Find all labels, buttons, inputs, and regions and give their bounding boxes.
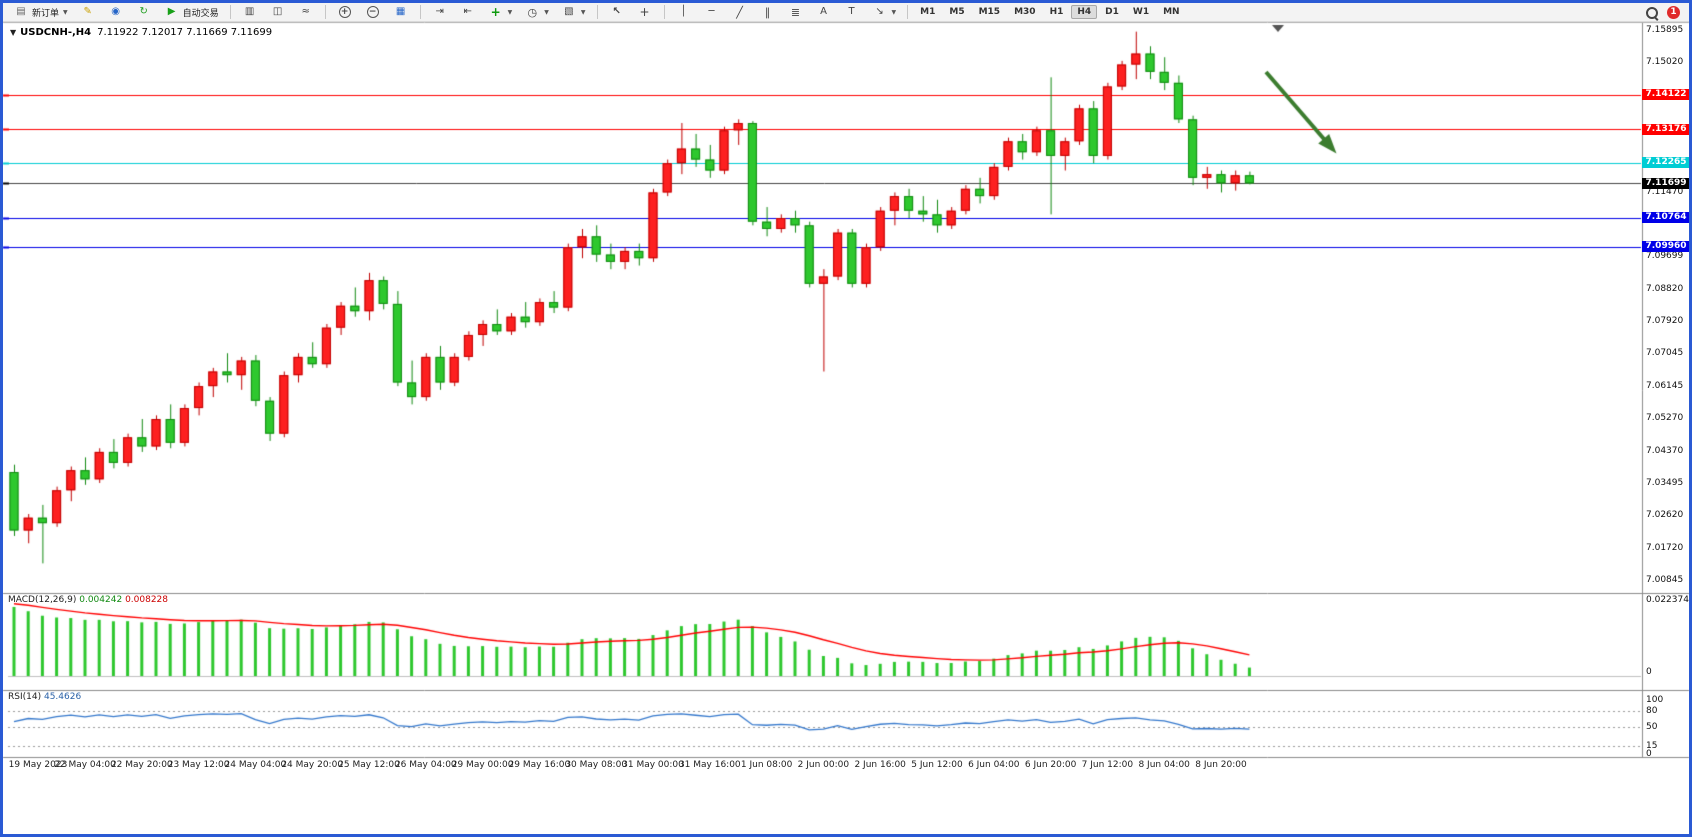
cursor-button[interactable]: ↖ <box>604 3 630 22</box>
chevron-down-icon: ▼ <box>580 8 586 16</box>
timeframe-m30-button[interactable]: M30 <box>1014 7 1036 17</box>
channel-button[interactable]: ∥ <box>755 3 781 22</box>
new-order-button[interactable]: ▤ 新订单 ▼ <box>8 3 73 22</box>
market-watch-button[interactable]: ◉ <box>103 3 129 22</box>
search-icon[interactable] <box>1644 5 1660 20</box>
chart-shift-icon: ⇤ <box>463 6 472 17</box>
line-chart-icon: ≈ <box>301 6 310 17</box>
fibonacci-button[interactable]: ≣ <box>783 3 809 22</box>
toolbar-separator <box>324 5 326 19</box>
toolbar-separator <box>663 5 665 19</box>
chevron-down-icon: ▼ <box>544 8 549 16</box>
label-icon: T <box>848 6 855 17</box>
templates-icon: ▧ <box>564 6 574 17</box>
tile-windows-button[interactable]: ▦ <box>388 3 414 22</box>
text-button[interactable]: A <box>811 3 837 22</box>
toolbar-separator <box>419 5 421 19</box>
zoom-in-icon: + <box>338 6 351 18</box>
periods-icon: ◷ <box>527 5 538 19</box>
horizontal-line-button[interactable]: ─ <box>699 3 725 22</box>
bar-chart-icon: ▥ <box>244 6 255 17</box>
timeframe-w1-button[interactable]: W1 <box>1132 7 1150 17</box>
refresh-icon: ↻ <box>139 6 148 17</box>
notification-badge[interactable]: 1 <box>1667 5 1680 19</box>
timeframe-d1-button[interactable]: D1 <box>1105 7 1119 17</box>
tile-windows-icon: ▦ <box>395 6 406 17</box>
toolbar-separator <box>907 5 909 19</box>
indicators-icon: + <box>490 5 501 19</box>
trendline-icon: ╱ <box>736 5 743 19</box>
channel-icon: ∥ <box>764 5 771 19</box>
crosshair-button[interactable]: + <box>632 3 658 22</box>
line-chart-button[interactable]: ≈ <box>293 3 319 22</box>
timeframe-m5-button[interactable]: M5 <box>949 7 965 17</box>
auto-scroll-button[interactable]: ⇥ <box>427 3 453 22</box>
arrows-button[interactable]: ↘ ▼ <box>867 3 902 22</box>
chart-shift-button[interactable]: ⇤ <box>455 3 481 22</box>
cursor-icon: ↖ <box>612 6 621 17</box>
new-order-button-label: 新订单 <box>32 8 60 19</box>
metaeditor-icon: ✎ <box>83 6 92 17</box>
candlestick-chart-button[interactable]: ◫ <box>265 3 291 22</box>
toolbar-separator <box>596 5 598 19</box>
horizontal-line-icon: ─ <box>708 6 715 17</box>
fibonacci-icon: ≣ <box>790 5 801 19</box>
auto-trading-button[interactable]: ▶ 自动交易 <box>159 3 224 22</box>
indicators-button[interactable]: + ▼ <box>483 3 518 22</box>
zoom-out-icon: − <box>366 6 379 18</box>
trendline-button[interactable]: ╱ <box>727 3 753 22</box>
refresh-button[interactable]: ↻ <box>131 3 157 22</box>
periods-button[interactable]: ◷ ▼ <box>519 3 554 22</box>
chevron-down-icon: ▼ <box>63 8 68 16</box>
timeframe-m1-button[interactable]: M1 <box>920 7 936 17</box>
auto-scroll-icon: ⇥ <box>435 6 444 17</box>
arrows-icon: ↘ <box>875 6 884 17</box>
vertical-line-button[interactable]: │ <box>671 3 697 22</box>
toolbar: ▤ 新订单 ▼ ✎ ◉ ↻ ▶ 自动交易 ▥ ◫ ≈ + − ▦ ⇥ ⇤ + ▼ ◷ ▼ ▧ ▼ ↖ + │ ─ ╱ ∥ ≣ A T ↘ ▼ M1… <box>3 3 1689 22</box>
auto-trading-button-label: 自动交易 <box>182 8 219 19</box>
crosshair-icon: + <box>639 5 650 19</box>
new-order-icon: ▤ <box>16 6 26 17</box>
timeframe-mn-button[interactable]: MN <box>1163 7 1180 17</box>
auto-trading-icon: ▶ <box>167 6 176 17</box>
templates-button[interactable]: ▧ ▼ <box>556 3 591 22</box>
market-watch-icon: ◉ <box>111 6 120 17</box>
zoom-out-button[interactable]: − <box>360 4 386 20</box>
timeframe-h1-button[interactable]: H1 <box>1049 7 1064 17</box>
text-icon: A <box>820 6 827 17</box>
timeframe-m15-button[interactable]: M15 <box>978 7 1001 17</box>
vertical-line-icon: │ <box>680 6 687 17</box>
metaeditor-button[interactable]: ✎ <box>75 3 101 22</box>
timeframe-h4-button[interactable]: H4 <box>1071 5 1098 19</box>
bar-chart-button[interactable]: ▥ <box>237 3 263 22</box>
chevron-down-icon: ▼ <box>891 8 897 16</box>
label-button[interactable]: T <box>839 3 865 22</box>
zoom-in-button[interactable]: + <box>332 4 358 20</box>
candlestick-chart-icon: ◫ <box>272 6 283 17</box>
toolbar-right-group: 1 <box>1644 5 1684 20</box>
chevron-down-icon: ▼ <box>507 8 513 16</box>
toolbar-separator <box>229 5 231 19</box>
